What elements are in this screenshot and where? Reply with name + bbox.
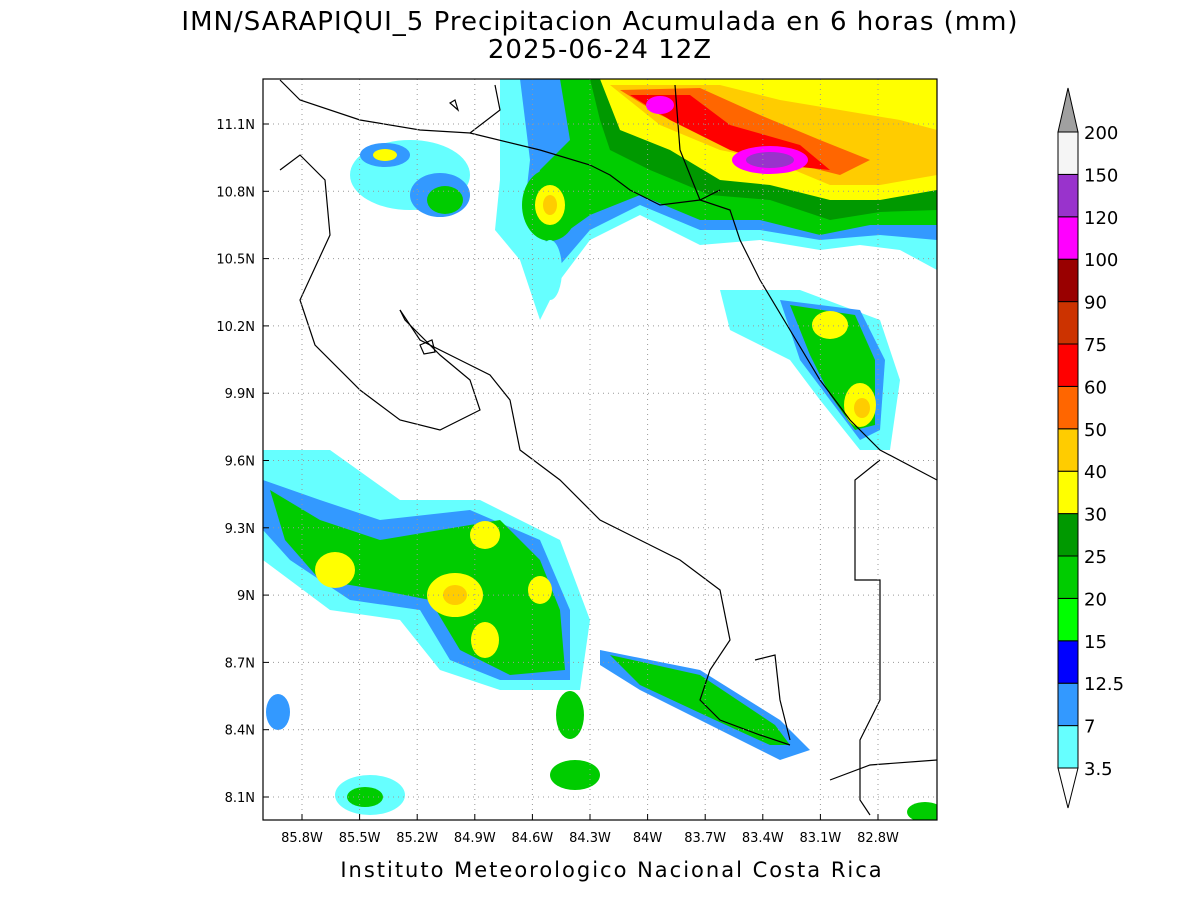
lon-tick-label: 83.4W — [742, 831, 784, 846]
lon-tick-label: 84.6W — [511, 831, 553, 846]
lon-tick-label: 84.3W — [569, 831, 611, 846]
lat-tick-label: 8.4N — [225, 724, 255, 739]
colorbar-label: 7 — [1084, 717, 1095, 738]
colorbar-over — [1057, 87, 1079, 133]
lon-tick-label: 84.9W — [454, 831, 496, 846]
lon-tick-label: 85.8W — [281, 831, 323, 846]
coastline — [279, 79, 937, 816]
lon-tick-label: 83.7W — [684, 831, 726, 846]
colorbar-label: 20 — [1084, 589, 1107, 610]
colorbar-box — [1057, 131, 1079, 175]
lon-tick-label: 85.2W — [396, 831, 438, 846]
lat-tick-label: 10.8N — [216, 185, 255, 200]
precipitation-field — [263, 79, 937, 820]
title: IMN/SARAPIQUI_5 Precipitacion Acumulada … — [181, 7, 1018, 37]
colorbar-box — [1057, 725, 1079, 769]
lat-tick-label: 9.3N — [225, 522, 255, 537]
colorbar-label: 3.5 — [1084, 759, 1113, 780]
colorbar-box — [1057, 385, 1079, 430]
lat-tick-label: 9.6N — [225, 454, 255, 469]
colorbar-box — [1057, 173, 1079, 218]
lon-tick-label: 85.5W — [339, 831, 381, 846]
colorbar-label: 60 — [1084, 377, 1107, 398]
colorbar-box — [1057, 555, 1079, 599]
colorbar-box — [1057, 513, 1079, 557]
colorbar-label: 15 — [1084, 632, 1107, 653]
colorbar-label: 120 — [1084, 208, 1118, 229]
lat-tick-label: 8.1N — [225, 791, 255, 806]
colorbar-label: 40 — [1084, 462, 1107, 483]
colorbar-under — [1057, 767, 1079, 809]
map-frame — [262, 78, 938, 821]
lat-tick-label: 11.1N — [216, 118, 255, 133]
colorbar-label: 100 — [1084, 250, 1118, 271]
subtitle: 2025-06-24 12Z — [488, 35, 712, 65]
lon-tick-label: 83.1W — [799, 831, 841, 846]
lon-tick-label: 82.8W — [857, 831, 899, 846]
colorbar-label: 150 — [1084, 165, 1118, 186]
colorbar-box — [1057, 216, 1079, 260]
colorbar-label: 30 — [1084, 505, 1107, 526]
lat-tick-label: 9.9N — [225, 387, 255, 402]
colorbar-label: 12.5 — [1084, 674, 1124, 695]
colorbar-box — [1057, 301, 1079, 345]
colorbar-label: 90 — [1084, 293, 1107, 314]
colorbar-box — [1057, 470, 1079, 515]
footer: Instituto Meteorologico Nacional Costa R… — [340, 858, 883, 882]
lat-tick-label: 8.7N — [225, 656, 255, 671]
lat-tick-label: 9N — [237, 589, 255, 604]
colorbar-box — [1057, 640, 1079, 684]
colorbar-label: 25 — [1084, 547, 1107, 568]
colorbar-label: 50 — [1084, 420, 1107, 441]
lon-tick-label: 84W — [633, 831, 663, 846]
colorbar-box — [1057, 428, 1079, 472]
colorbar-label: 200 — [1084, 123, 1118, 144]
lat-tick-label: 10.5N — [216, 253, 255, 268]
colorbar-box — [1057, 258, 1079, 303]
colorbar-box — [1057, 597, 1079, 642]
colorbar-label: 75 — [1084, 335, 1107, 356]
colorbar: 3.5 7 12.5 15 20 25 30 40 50 60 75 90 100 120 150 200 — [1057, 87, 1124, 809]
colorbar-box — [1057, 682, 1079, 727]
lat-tick-label: 10.2N — [216, 320, 255, 335]
colorbar-box — [1057, 343, 1079, 387]
grid: 11.1N 10.8N 10.5N 10.2N 9.9N 9.6N 9.3N 9N 8.7N 8.… — [216, 79, 937, 846]
